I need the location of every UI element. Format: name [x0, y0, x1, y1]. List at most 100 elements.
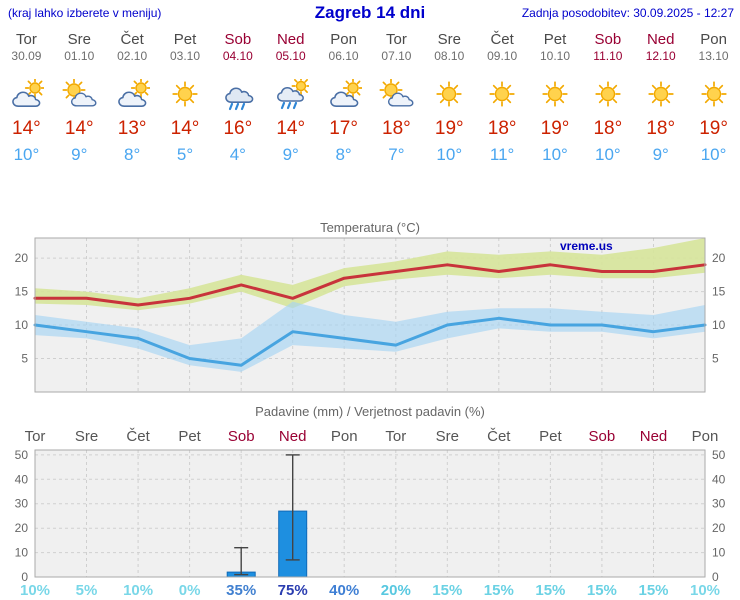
- chart-day-label: Tor: [25, 428, 46, 445]
- temperature-chart: 5 5 10 10 15 15 20 20 Temperatura (°C) vreme.us: [15, 220, 726, 393]
- day-cell: Ned 05.10 14° 9°: [264, 27, 317, 165]
- svg-text:0: 0: [21, 570, 28, 584]
- svg-text:20: 20: [712, 521, 726, 535]
- chart-day-label: Čet: [487, 428, 511, 445]
- forecast-strip: Tor 30.09 14° 10° Sre 01.10 14° 9° Čet 0…: [0, 27, 740, 165]
- day-date: 30.09: [11, 49, 42, 63]
- mostly-cloudy-icon: [326, 77, 363, 111]
- day-date: 11.10: [593, 49, 623, 63]
- min-temp: 8°: [335, 145, 352, 164]
- chart-day-label: Ned: [640, 428, 668, 445]
- day-cell: Čet 09.10 18° 11°: [476, 27, 529, 165]
- chart-day-label: Tor: [385, 428, 406, 445]
- chart-day-label: Pet: [539, 428, 562, 445]
- watermark: vreme.us: [560, 239, 613, 253]
- max-temp: 18°: [593, 118, 623, 139]
- chart-day-labels: Tor Sre Čet Pet Sob Ned Pon Tor Sre Čet Pet Sob Ned P…: [25, 428, 719, 445]
- day-date: 05.10: [275, 49, 306, 63]
- day-name: Pet: [543, 31, 567, 48]
- day-date: 01.10: [64, 49, 95, 63]
- min-temp: 10°: [542, 145, 568, 164]
- chart-day-label: Pon: [692, 428, 719, 445]
- mostly-cloudy-icon: [114, 77, 152, 111]
- precip-probability: 10%: [20, 582, 50, 599]
- sunny-icon: [167, 79, 203, 111]
- day-name: Čet: [490, 31, 514, 48]
- precip-probability-row: 10% 5% 10% 0% 35% 75% 40% 20% 15% 15% 15% 15% 15% 10%: [20, 582, 720, 599]
- min-temp: 11°: [489, 145, 515, 164]
- day-name: Tor: [16, 31, 37, 48]
- precip-probability: 10%: [690, 582, 720, 599]
- day-name: Tor: [386, 31, 407, 48]
- svg-text:15: 15: [15, 285, 29, 299]
- min-temp: 4°: [229, 145, 246, 164]
- max-temp: 14°: [276, 118, 306, 139]
- chart-day-label: Sob: [589, 428, 616, 445]
- chart-day-label: Čet: [126, 428, 150, 445]
- max-temp: 19°: [699, 118, 728, 139]
- day-date: 09.10: [487, 49, 518, 63]
- rain-icon: [220, 79, 256, 111]
- day-name: Pet: [173, 31, 197, 48]
- svg-text:5: 5: [712, 352, 719, 366]
- max-temp: 19°: [540, 118, 570, 139]
- y-axis-labels: 0 0 10 10 20 20 30 30 40 40 50 50: [15, 448, 726, 584]
- svg-text:10: 10: [712, 318, 726, 332]
- chart-title: Padavine (mm) / Verjetnost padavin (%): [255, 404, 485, 419]
- rain-showers-icon: [273, 76, 311, 111]
- svg-text:10: 10: [712, 546, 726, 560]
- day-date: 06.10: [328, 49, 359, 63]
- precip-whisker: [285, 454, 300, 561]
- day-name: Sre: [437, 31, 461, 48]
- svg-text:10: 10: [15, 318, 29, 332]
- svg-text:20: 20: [15, 521, 29, 535]
- precip-probability: 15%: [535, 582, 565, 599]
- min-temp: 7°: [388, 145, 405, 164]
- chart-day-label: Ned: [279, 428, 307, 445]
- page-title: Zagreb 14 dni: [314, 3, 426, 22]
- chart-day-label: Pet: [178, 428, 201, 445]
- day-cell: Čet 02.10 13° 8°: [106, 27, 159, 165]
- day-cell: Ned 12.10 18° 9°: [634, 27, 687, 165]
- svg-text:20: 20: [712, 251, 726, 265]
- precip-probability: 15%: [587, 582, 617, 599]
- max-temp: 14°: [12, 118, 41, 139]
- day-cell: Pet 10.10 19° 10°: [529, 27, 582, 165]
- day-cell: Tor 07.10 18° 7°: [370, 27, 423, 165]
- svg-text:50: 50: [15, 448, 29, 462]
- precip-probability: 35%: [226, 582, 256, 599]
- day-date: 03.10: [169, 49, 200, 63]
- day-cell: Pon 13.10 19° 10°: [687, 27, 740, 165]
- day-name: Ned: [646, 31, 675, 48]
- max-temp: 14°: [64, 118, 94, 139]
- max-temp: 19°: [434, 118, 464, 139]
- day-date: 08.10: [434, 49, 465, 63]
- max-temp: 17°: [329, 118, 358, 139]
- chart-day-label: Sob: [228, 428, 255, 445]
- svg-text:40: 40: [15, 472, 29, 486]
- max-temp: 14°: [170, 118, 200, 139]
- min-temp: 10°: [700, 145, 727, 164]
- sunny-icon: [537, 79, 573, 111]
- min-temp: 10°: [13, 145, 40, 164]
- y-axis-labels: 5 5 10 10 15 15 20 20: [15, 251, 726, 365]
- grid-lines: [34, 450, 706, 577]
- min-temp: 10°: [436, 145, 463, 164]
- day-cell: Sob 04.10 16° 4°: [211, 27, 264, 165]
- svg-text:40: 40: [712, 472, 726, 486]
- day-name: Ned: [276, 31, 305, 48]
- min-temp: 5°: [176, 145, 194, 164]
- precip-probability: 0%: [179, 582, 201, 599]
- max-temp: 18°: [382, 118, 411, 139]
- min-temperature-band: [35, 301, 705, 372]
- day-cell: Pon 06.10 17° 8°: [317, 27, 370, 165]
- day-cell: Sob 11.10 18° 10°: [581, 27, 634, 165]
- sunny-icon: [431, 79, 467, 111]
- svg-text:50: 50: [712, 448, 726, 462]
- precip-probability: 10%: [123, 582, 153, 599]
- svg-text:10: 10: [15, 546, 29, 560]
- day-cell: Pet 03.10 14° 5°: [159, 27, 212, 165]
- svg-text:0: 0: [712, 570, 719, 584]
- day-date: 02.10: [117, 49, 148, 63]
- max-temp: 16°: [223, 118, 253, 139]
